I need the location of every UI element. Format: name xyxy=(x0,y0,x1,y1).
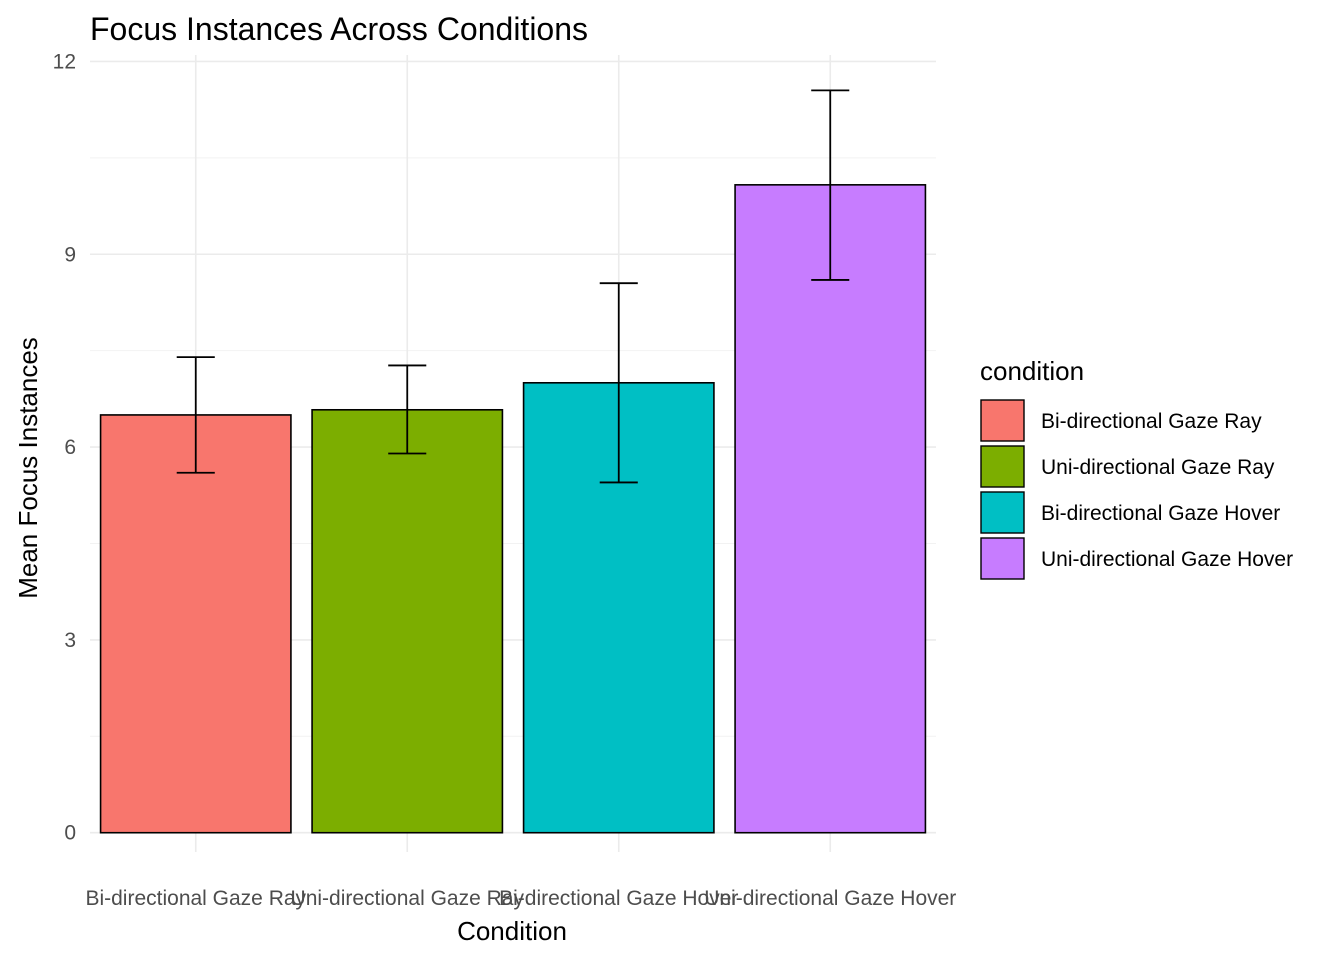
chart-title: Focus Instances Across Conditions xyxy=(90,11,588,47)
x-tick-label: Uni-directional Gaze Hover xyxy=(704,887,956,910)
x-tick-label: Uni-directional Gaze Ray xyxy=(291,887,525,910)
legend-label: Bi-directional Gaze Hover xyxy=(1041,502,1280,525)
bar-2 xyxy=(311,408,504,834)
error-bar-3 xyxy=(599,282,638,484)
legend: condition Bi-directional Gaze Ray Uni-dir… xyxy=(980,356,1293,580)
legend-item: Uni-directional Gaze Ray xyxy=(980,445,1275,488)
x-tick-label: Bi-directional Gaze Ray xyxy=(85,887,306,910)
bar-1 xyxy=(99,414,292,834)
y-axis-title: Mean Focus Instances xyxy=(13,337,43,599)
legend-swatch xyxy=(980,537,1025,580)
legend-item: Uni-directional Gaze Hover xyxy=(980,537,1293,580)
legend-item: Bi-directional Gaze Hover xyxy=(980,491,1280,534)
legend-items: Bi-directional Gaze Ray Uni-directional G… xyxy=(980,399,1293,580)
error-bar-4 xyxy=(811,89,850,281)
error-bar-1 xyxy=(176,356,215,474)
y-axis-ticks: 0 3 6 9 12 xyxy=(53,50,76,844)
x-tick-label: Bi-directional Gaze Hover xyxy=(499,887,738,910)
error-bars xyxy=(176,89,850,484)
y-tick-label: 0 xyxy=(64,822,76,845)
y-tick-label: 9 xyxy=(64,243,76,266)
legend-label: Uni-directional Gaze Hover xyxy=(1041,548,1293,571)
legend-item: Bi-directional Gaze Ray xyxy=(980,399,1262,442)
legend-swatch xyxy=(980,491,1025,534)
bar-4 xyxy=(734,184,927,834)
x-axis-title: Condition xyxy=(457,916,567,946)
legend-title: condition xyxy=(980,356,1084,386)
y-tick-label: 6 xyxy=(64,436,76,459)
legend-swatch xyxy=(980,445,1025,488)
legend-label: Bi-directional Gaze Ray xyxy=(1041,410,1262,433)
error-bar-2 xyxy=(388,364,427,455)
y-tick-label: 3 xyxy=(64,629,76,652)
legend-label: Uni-directional Gaze Ray xyxy=(1041,456,1275,479)
y-tick-label: 12 xyxy=(53,50,76,73)
bars xyxy=(99,184,927,834)
legend-swatch xyxy=(980,399,1025,442)
